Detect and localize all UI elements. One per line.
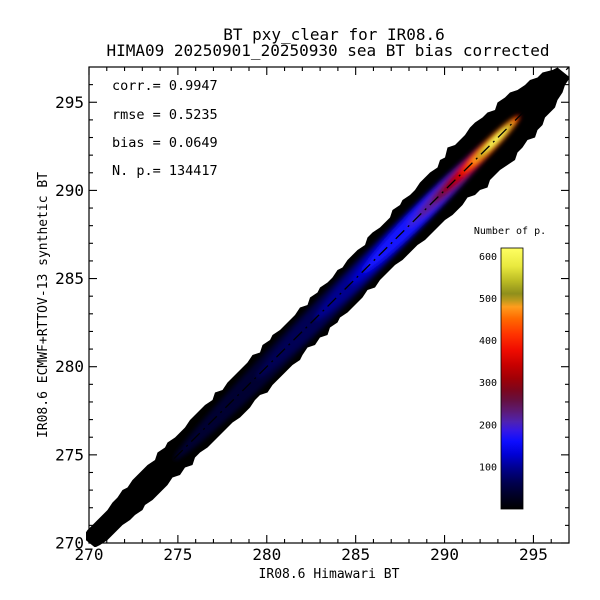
y-tick-label: 290 [55,181,84,200]
stat-corr: corr.= 0.9947 [112,78,218,94]
colorbar-tick-label: 500 [479,294,497,305]
plot-box [88,66,570,544]
colorbar-tick-label: 600 [479,252,497,263]
y-tick-label: 285 [55,269,84,288]
y-tick-label: 280 [55,357,84,376]
x-axis-title: IR08.6 Himawari BT [259,567,400,582]
x-tick-label: 295 [519,545,548,564]
y-tick-label: 295 [55,93,84,112]
x-tick-label: 270 [75,545,104,564]
colorbar-tick-label: 300 [479,378,497,389]
stat-npoints: N. p.= 134417 [112,163,218,179]
x-tick-label: 285 [341,545,370,564]
x-tick-label: 275 [163,545,192,564]
y-tick-label: 270 [55,534,84,553]
stat-rmse: rmse = 0.5235 [112,107,218,123]
plot-subtitle: HIMA09 20250901_20250930 sea BT bias cor… [106,41,549,60]
colorbar-tick-label: 400 [479,336,497,347]
colorbar-tick-label: 100 [479,462,497,473]
plot-title: BT pxy_clear for IR08.6 [223,25,445,44]
stat-bias: bias = 0.0649 [112,135,218,151]
x-tick-label: 280 [252,545,281,564]
colorbar-gradient [500,247,524,510]
x-tick-label: 290 [430,545,459,564]
y-axis-title: IR08.6 ECMWF+RTTOV-13 synthetic BT [36,172,51,438]
colorbar-title: Number of p. [474,226,546,237]
identity-line [88,67,569,544]
colorbar-tick-label: 200 [479,420,497,431]
y-tick-label: 275 [55,445,84,464]
